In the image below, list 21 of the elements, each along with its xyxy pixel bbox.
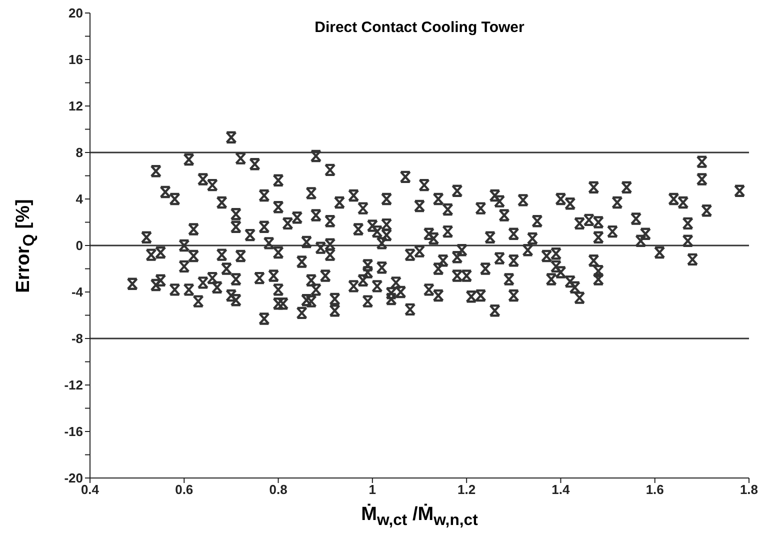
x-tick-label: 1.8 xyxy=(740,482,758,498)
y-tick-label: -12 xyxy=(64,378,83,393)
x-tick-label: 0.4 xyxy=(80,482,100,498)
y-tick-label: -20 xyxy=(64,470,83,486)
y-tick-label: -4 xyxy=(71,284,84,300)
chart-title: Direct Contact Cooling Tower xyxy=(314,19,526,36)
y-tick-label: 0 xyxy=(76,238,83,254)
x-axis-title: Ṁ$_{w,ct}$ /Ṁ$_{w,n,ct}$ xyxy=(360,504,479,530)
y-tick-label: 12 xyxy=(68,98,83,114)
y-tick-label: -8 xyxy=(71,331,83,346)
y-tick-label: -16 xyxy=(64,424,83,440)
x-tick-label: 1.4 xyxy=(552,482,571,498)
x-tick-label: 0.8 xyxy=(269,482,288,498)
y-tick-label: 20 xyxy=(68,6,83,21)
y-tick-label: 4 xyxy=(76,192,84,207)
x-tick-label: 1.2 xyxy=(458,482,476,498)
x-tick-label: 0.6 xyxy=(175,482,194,498)
y-tick-label: 8 xyxy=(76,145,83,160)
x-tick-label: 1 xyxy=(368,482,376,498)
x-tick-label: 1.6 xyxy=(646,482,664,498)
y-tick-label: 16 xyxy=(68,52,83,68)
